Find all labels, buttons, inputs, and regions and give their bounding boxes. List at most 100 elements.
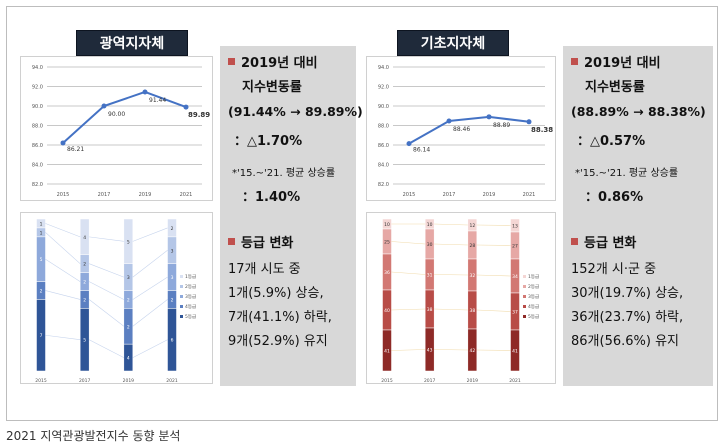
left-panel-l1: 2019년 대비 — [241, 56, 318, 71]
left-panel-t1: 17개 시도 중 — [228, 262, 301, 277]
right-panel-l2: 지수변동률 — [585, 80, 645, 95]
left-stack-connector-line — [45, 290, 81, 300]
bullet-icon — [571, 238, 578, 245]
right-panel-t3: 36개(23.7%) 하락, — [571, 310, 684, 325]
right-panel-l5: *'15.~'21. 평균 상승률 — [575, 168, 679, 179]
left-line-data-label: 86.21 — [67, 146, 84, 153]
right-stack-connector-line — [476, 224, 511, 226]
right-stack-segment-label: 41 — [512, 349, 518, 355]
left-stack-segment-label: 2 — [83, 280, 86, 286]
left-line-ytick-label: 86.0 — [32, 143, 43, 149]
right-panel-l1: 2019년 대비 — [584, 56, 661, 71]
right-stack-legend-swatch — [523, 295, 526, 298]
right-stack-segment-label: 31 — [427, 273, 433, 279]
right-title-badge: 기초지자체 — [397, 30, 509, 56]
right-stack-legend-swatch — [523, 315, 526, 318]
bullet-icon — [571, 58, 578, 65]
right-stack-connector-line — [391, 241, 426, 245]
left-stack-segment-label: 2 — [171, 226, 174, 232]
left-title-badge: 광역지자체 — [76, 30, 188, 56]
left-stack-segment-label: 2 — [40, 289, 43, 295]
right-stack-connector-line — [391, 308, 426, 311]
left-stack-legend-swatch — [180, 295, 183, 298]
left-stack-xtick-label: 2019 — [123, 378, 135, 384]
right-line-data-label: 88.89 — [493, 122, 510, 129]
right-stack-xtick-label: 2019 — [467, 378, 479, 384]
right-line-xtick-label: 2015 — [403, 192, 416, 198]
left-stack-connector-line — [132, 250, 168, 278]
left-panel-l2: 지수변동률 — [242, 80, 302, 95]
left-stack-legend-label: 4등급 — [185, 304, 196, 310]
right-line-ytick-label: 92.0 — [378, 85, 389, 91]
bullet-icon — [228, 58, 235, 65]
right-stack-segment-label: 43 — [427, 348, 433, 354]
right-stack-segment-label: 25 — [384, 240, 390, 246]
left-stack-segment-label: 2 — [127, 324, 130, 330]
left-stack-segment-label: 1 — [40, 221, 43, 227]
right-line-data-label: 86.14 — [413, 147, 430, 154]
right-stack-segment-label: 10 — [384, 222, 390, 228]
right-stack-connector-line — [476, 244, 511, 246]
left-stack-connector-line — [89, 263, 124, 278]
right-stack-legend-label: 4등급 — [528, 304, 539, 310]
left-line-ytick-label: 84.0 — [32, 163, 43, 169]
right-panel-h2: 등급 변화 — [584, 236, 637, 251]
left-panel-l4: ：△1.70% — [234, 134, 303, 149]
right-panel-t1: 152개 시·군 중 — [571, 262, 657, 277]
left-stack-legend-label: 5등급 — [185, 314, 196, 320]
right-stacked-chart: 10 25 36 40 41 2015 10 30 31 38 43 2017 12 28 32 38 42 20… — [366, 212, 556, 384]
right-stack-connector-line — [476, 309, 511, 312]
left-line-series-line — [62, 90, 187, 144]
left-stack-xtick-label: 2015 — [35, 378, 47, 384]
left-stack-segment-label: 7 — [40, 333, 43, 339]
left-stack-segment-label: 5 — [40, 257, 43, 263]
right-panel-l4: ：△0.57% — [577, 134, 646, 149]
right-stack-segment-label: 36 — [384, 270, 390, 276]
right-stack-legend-swatch — [523, 275, 526, 278]
left-line-data-point — [142, 89, 148, 95]
right-stack-segment-label: 32 — [469, 273, 475, 279]
left-stack-segment-label: 2 — [127, 297, 130, 303]
left-line-ytick-label: 90.0 — [32, 104, 43, 110]
right-line-ytick-label: 86.0 — [378, 143, 389, 149]
right-stack-connector-line — [391, 271, 426, 275]
left-stack-legend-swatch — [180, 315, 183, 318]
figure-caption: 2021 지역관광발전지수 동향 분석 — [6, 429, 181, 443]
right-stack-segment-label: 12 — [469, 223, 475, 229]
right-line-ytick-label: 82.0 — [378, 182, 389, 188]
right-panel-heading: 2019년 대비 — [571, 52, 709, 71]
left-line-xtick-label: 2021 — [180, 192, 193, 198]
left-stack-xtick-label: 2021 — [166, 378, 178, 384]
left-stack-legend-swatch — [180, 285, 183, 288]
left-stack-segment-label: 4 — [127, 356, 130, 362]
left-panel-t3: 7개(41.1%) 하락, — [228, 310, 332, 325]
left-panel-h2: 등급 변화 — [241, 236, 294, 251]
left-stack-connector-line — [88, 299, 125, 327]
left-stack-connector-line — [45, 223, 81, 238]
left-panel-t4: 9개(52.9%) 유지 — [228, 334, 328, 349]
right-stack-segment-label: 40 — [384, 308, 390, 314]
left-stack-connector-line — [45, 232, 81, 264]
left-stack-connector-line — [89, 236, 124, 242]
right-panel-t2: 30개(19.7%) 상승, — [571, 286, 684, 301]
right-stack-legend-label: 1등급 — [528, 274, 539, 280]
right-stack-legend-swatch — [523, 285, 526, 288]
right-line-data-label: 88.46 — [453, 126, 470, 133]
left-panel-l5: *'15.~'21. 평균 상승률 — [232, 168, 336, 179]
right-stack-segment-label: 41 — [384, 349, 390, 355]
right-stack-connector-line — [434, 223, 468, 226]
right-line-data-point — [406, 141, 412, 147]
right-stack-segment-label: 10 — [427, 222, 433, 228]
right-panel-l6: ：0.86% — [585, 190, 644, 205]
right-stack-connector-line — [391, 349, 426, 351]
right-line-xtick-label: 2019 — [483, 192, 496, 198]
left-line-ytick-label: 92.0 — [32, 85, 43, 91]
left-stack-legend-swatch — [180, 305, 183, 308]
right-stack-connector-line — [434, 274, 468, 276]
left-stack-connector-line — [45, 334, 81, 341]
left-line-data-label: 91.44 — [149, 97, 166, 104]
right-stack-connector-line — [476, 274, 511, 277]
right-line-data-point — [526, 119, 532, 125]
right-stack-legend-label: 5등급 — [528, 314, 539, 320]
left-stack-segment-label: 2 — [171, 297, 174, 303]
